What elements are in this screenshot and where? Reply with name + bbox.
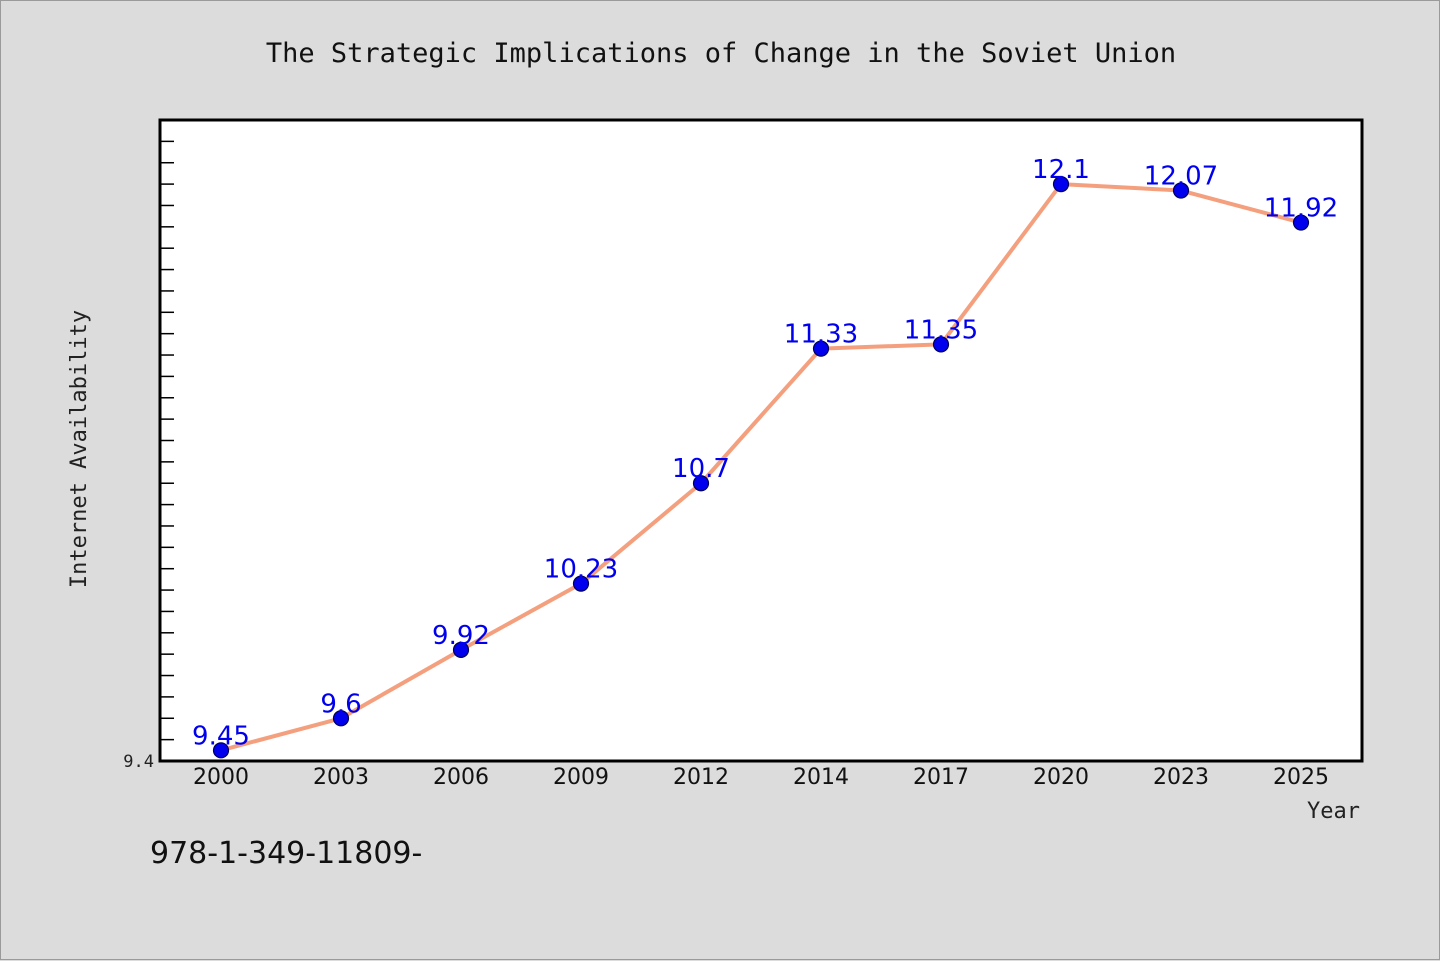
series-line-group xyxy=(219,182,1303,753)
data-point xyxy=(932,336,950,353)
footnote-text: 978-1-349-11809- xyxy=(150,836,422,871)
data-label: 12.1 xyxy=(1032,155,1090,185)
y-tick-label: 9.4 xyxy=(123,752,154,772)
x-axis-tick-labels: 2000 2003 2006 2009 2012 2014 2017 2020 2023 2025 xyxy=(193,765,1329,790)
data-label: 12.07 xyxy=(1144,162,1218,192)
x-tick-label: 2003 xyxy=(313,765,369,790)
data-label: 11.92 xyxy=(1264,194,1338,224)
data-point xyxy=(452,641,470,658)
x-tick-label: 2000 xyxy=(193,765,249,790)
x-tick-label: 2023 xyxy=(1153,765,1209,790)
x-tick-label: 2014 xyxy=(793,765,849,790)
data-label: 9.6 xyxy=(320,689,361,719)
chart-title: The Strategic Implications of Change in … xyxy=(266,38,1176,69)
data-point xyxy=(1172,182,1190,199)
y-axis-tick-labels: 9.4 xyxy=(123,752,154,772)
x-tick-label: 2009 xyxy=(553,765,609,790)
x-tick-label: 2025 xyxy=(1273,765,1329,790)
data-point xyxy=(1052,176,1070,193)
x-tick-label: 2012 xyxy=(673,765,729,790)
x-axis-label: Year xyxy=(1307,799,1360,824)
data-label: 10.23 xyxy=(544,555,618,585)
y-axis-ticks xyxy=(160,140,174,762)
plot-area xyxy=(158,118,1364,763)
y-axis-label: Internet Availability xyxy=(67,310,92,588)
data-label: 11.35 xyxy=(904,315,978,345)
data-labels: 9.45 9.6 9.92 10.23 10.7 11.33 11.35 12.1 12.07 1… xyxy=(192,155,1338,751)
data-point xyxy=(812,340,830,357)
data-point xyxy=(212,742,230,759)
x-tick-label: 2006 xyxy=(433,765,489,790)
data-label: 9.92 xyxy=(432,621,490,651)
x-tick-label: 2020 xyxy=(1033,765,1089,790)
data-label: 10.7 xyxy=(672,454,730,484)
data-label: 9.45 xyxy=(192,721,250,751)
data-point xyxy=(572,575,590,592)
series-markers xyxy=(212,176,1310,759)
data-point xyxy=(1292,214,1310,231)
series-line xyxy=(219,182,1303,753)
data-point xyxy=(692,475,710,492)
data-label: 11.33 xyxy=(784,320,858,350)
data-point xyxy=(332,710,350,727)
x-tick-label: 2017 xyxy=(913,765,969,790)
